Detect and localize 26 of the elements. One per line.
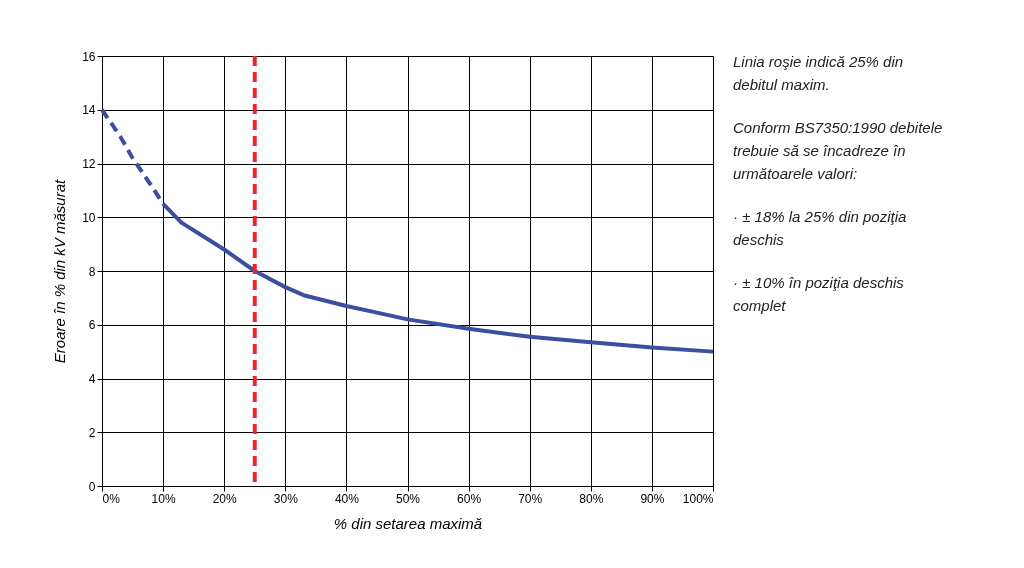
y-tick-label: 10 [82, 210, 96, 225]
y-tick-label: 14 [82, 103, 96, 118]
text: · ± 10% în poziţia deschis complet [733, 274, 905, 314]
x-tick-label: 80% [579, 491, 604, 506]
text: Linia roşie indică 25% din debitul maxim. [733, 53, 904, 93]
x-tick-label: 0% [102, 491, 121, 506]
y-axis-title: Eroare în % din kV măsurat [51, 178, 69, 364]
y-tick-label: 4 [88, 372, 96, 386]
x-tick-label: 50% [395, 491, 421, 506]
x-tick-label: 70% [518, 491, 543, 506]
y-tick-label: 0 [88, 479, 96, 494]
y-tick-label: 8 [88, 264, 96, 279]
x-tick-label: 10% [151, 491, 176, 506]
x-axis-title: % din setarea maximă [333, 514, 483, 532]
y-tick-label: 12 [82, 157, 96, 171]
x-tick-label: 90% [640, 491, 665, 506]
x-tick-label: 100% [682, 491, 714, 506]
y-tick-label: 2 [88, 425, 96, 440]
x-tick-label: 40% [334, 491, 360, 506]
x-tick-label: 30% [273, 491, 299, 506]
x-tick-label: 60% [457, 491, 482, 506]
text: Conform BS7350:1990 debitele trebuie să se încadreze în următoarele valori: [733, 119, 943, 182]
x-tick-label: 20% [212, 491, 238, 506]
y-tick-label: 16 [82, 49, 96, 64]
text: · ± 18% la 25% din poziţia deschis [733, 208, 907, 248]
y-tick-label: 6 [88, 318, 96, 333]
